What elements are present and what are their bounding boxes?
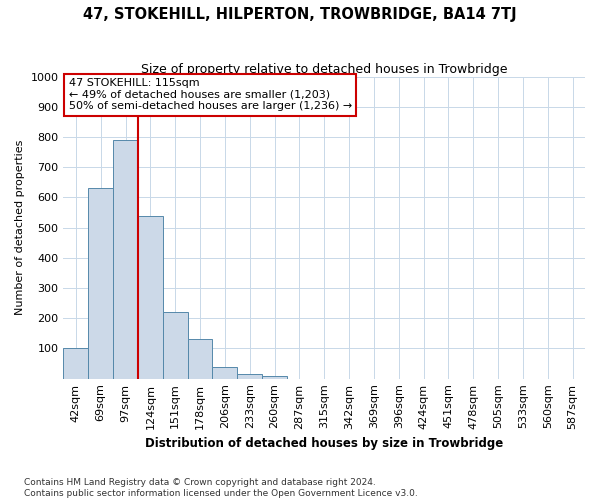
- Bar: [64, 348, 88, 378]
- Bar: [188, 340, 212, 378]
- Bar: [262, 376, 287, 378]
- Title: Size of property relative to detached houses in Trowbridge: Size of property relative to detached ho…: [141, 62, 508, 76]
- Bar: [113, 140, 138, 378]
- Bar: [212, 366, 237, 378]
- Bar: [163, 312, 188, 378]
- X-axis label: Distribution of detached houses by size in Trowbridge: Distribution of detached houses by size …: [145, 437, 503, 450]
- Text: 47 STOKEHILL: 115sqm
← 49% of detached houses are smaller (1,203)
50% of semi-de: 47 STOKEHILL: 115sqm ← 49% of detached h…: [68, 78, 352, 112]
- Bar: [88, 188, 113, 378]
- Text: 47, STOKEHILL, HILPERTON, TROWBRIDGE, BA14 7TJ: 47, STOKEHILL, HILPERTON, TROWBRIDGE, BA…: [83, 8, 517, 22]
- Bar: [237, 374, 262, 378]
- Y-axis label: Number of detached properties: Number of detached properties: [15, 140, 25, 316]
- Text: Contains HM Land Registry data © Crown copyright and database right 2024.
Contai: Contains HM Land Registry data © Crown c…: [24, 478, 418, 498]
- Bar: [138, 216, 163, 378]
